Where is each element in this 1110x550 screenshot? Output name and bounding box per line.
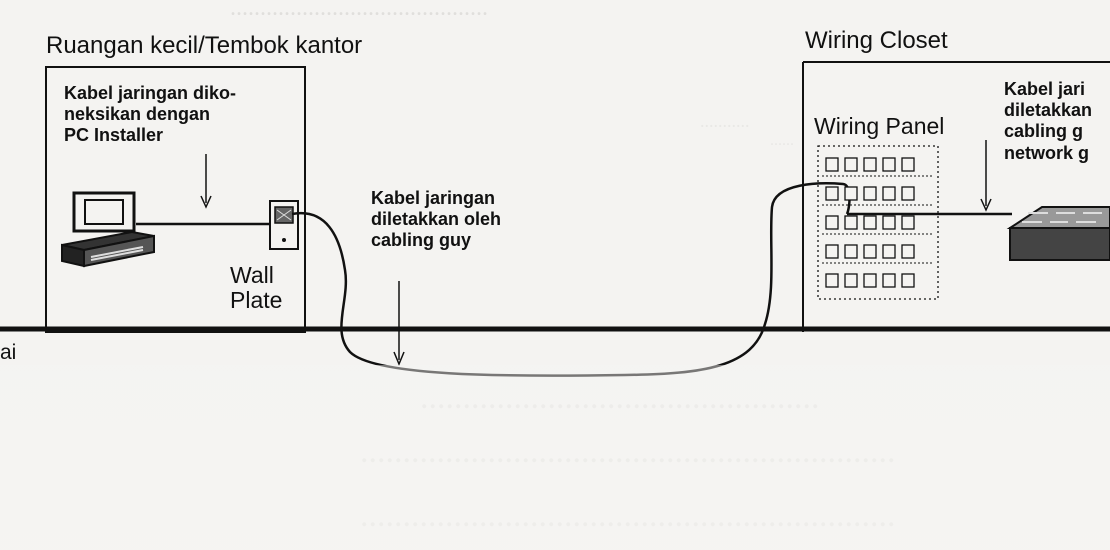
- svg-text:..............................: ........................................…: [230, 0, 488, 21]
- cabling-guy-note: Kabel jaringan diletakkan oleh cabling g…: [371, 188, 502, 251]
- wall-plate-label: Wall Plate: [230, 262, 283, 313]
- arrow-icon: [980, 140, 992, 212]
- wiring-closet-title: Wiring Closet: [805, 27, 948, 54]
- closet-cable-note: Kabel jari diletakkan cabling g network …: [1004, 79, 1093, 163]
- office-room-box: [45, 66, 306, 333]
- office-room-title: Ruangan kecil/Tembok kantor: [46, 32, 363, 59]
- wiring-closet-box: [802, 61, 1110, 332]
- bottom-page-tone: [0, 365, 1110, 550]
- svg-text:..............................: ........................................…: [360, 433, 896, 470]
- network-switch-icon: [1006, 206, 1110, 261]
- computer-icon: [61, 191, 155, 268]
- wiring-panel-label: Wiring Panel: [814, 113, 945, 139]
- svg-text:..............................: ........................................…: [420, 379, 820, 416]
- arrow-icon: [393, 281, 405, 366]
- svg-text:...........: ...........: [700, 111, 750, 131]
- room-cable-note: Kabel jaringan diko- neksikan dengan PC …: [64, 83, 237, 146]
- wiring-panel-icon: [817, 145, 939, 300]
- wall-plate-icon: [269, 200, 299, 250]
- svg-text:......: ......: [770, 132, 794, 149]
- bleed-through-background: ........................................…: [230, 0, 896, 534]
- horizontal-network-cable: [291, 182, 851, 377]
- svg-text:..............................: ........................................…: [360, 497, 896, 534]
- arrow-icon: [200, 154, 212, 209]
- floor-label-fragment: ai: [0, 341, 17, 364]
